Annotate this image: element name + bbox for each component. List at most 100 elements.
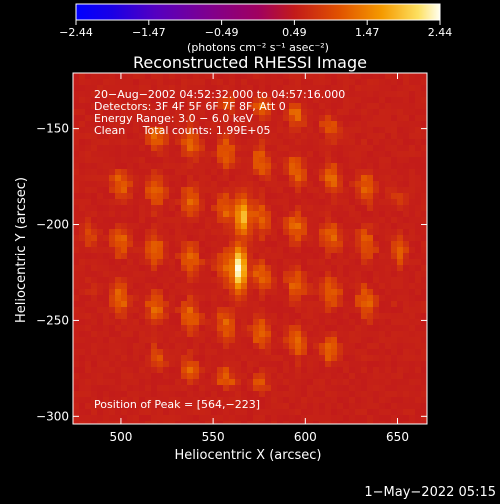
heatmap-cell — [103, 259, 109, 265]
heatmap-cell — [97, 121, 103, 127]
heatmap-cell — [409, 307, 415, 313]
heatmap-cell — [97, 79, 103, 85]
heatmap-cell — [295, 385, 301, 391]
heatmap-cell — [145, 307, 151, 313]
heatmap-cell — [109, 271, 115, 277]
heatmap-cell — [319, 331, 325, 337]
heatmap-cell — [109, 91, 115, 97]
heatmap-cell — [151, 379, 157, 385]
heatmap-cell — [391, 253, 397, 259]
heatmap-cell — [301, 337, 307, 343]
heatmap-cell — [223, 295, 229, 301]
heatmap-cell — [361, 145, 367, 151]
heatmap-cell — [385, 283, 391, 289]
heatmap-cell — [307, 373, 313, 379]
heatmap-cell — [163, 187, 169, 193]
heatmap-cell — [169, 397, 175, 403]
heatmap-cell — [397, 97, 403, 103]
heatmap-cell — [349, 115, 355, 121]
heatmap-cell — [289, 391, 295, 397]
heatmap-cell — [241, 313, 247, 319]
heatmap-cell — [421, 403, 427, 409]
heatmap-cell — [367, 247, 373, 253]
heatmap-cell — [241, 403, 247, 409]
heatmap-cell — [217, 121, 223, 127]
heatmap-cell — [385, 139, 391, 145]
heatmap-cell — [97, 271, 103, 277]
heatmap-cell — [289, 187, 295, 193]
heatmap-cell — [367, 145, 373, 151]
heatmap-cell — [301, 175, 307, 181]
heatmap-cell — [403, 235, 409, 241]
heatmap-cell — [307, 259, 313, 265]
heatmap-cell — [139, 73, 145, 79]
heatmap-cell — [97, 163, 103, 169]
heatmap-cell — [313, 313, 319, 319]
heatmap-cell — [289, 325, 295, 331]
heatmap-cell — [277, 73, 283, 79]
heatmap-cell — [235, 157, 241, 163]
heatmap-cell — [199, 265, 205, 271]
heatmap-cell — [397, 355, 403, 361]
heatmap-cell — [199, 361, 205, 367]
heatmap-cell — [301, 79, 307, 85]
heatmap-cell — [205, 85, 211, 91]
heatmap-cell — [331, 373, 337, 379]
heatmap-cell — [403, 295, 409, 301]
heatmap-cell — [361, 97, 367, 103]
heatmap-cell — [193, 241, 199, 247]
heatmap-cell — [403, 163, 409, 169]
heatmap-cell — [211, 355, 217, 361]
heatmap-cell — [331, 343, 337, 349]
heatmap-cell — [313, 277, 319, 283]
heatmap-cell — [151, 175, 157, 181]
heatmap-cell — [337, 367, 343, 373]
heatmap-cell — [109, 241, 115, 247]
heatmap-cell — [241, 79, 247, 85]
heatmap-cell — [391, 121, 397, 127]
heatmap-cell — [259, 85, 265, 91]
heatmap-cell — [271, 163, 277, 169]
heatmap-cell — [253, 289, 259, 295]
heatmap-cell — [277, 385, 283, 391]
heatmap-cell — [229, 379, 235, 385]
heatmap-cell — [247, 283, 253, 289]
heatmap-cell — [157, 91, 163, 97]
heatmap-cell — [223, 103, 229, 109]
heatmap-cell — [79, 205, 85, 211]
heatmap-cell — [409, 295, 415, 301]
heatmap-cell — [103, 241, 109, 247]
heatmap-cell — [205, 319, 211, 325]
heatmap-cell — [313, 343, 319, 349]
heatmap-cell — [73, 193, 79, 199]
heatmap-cell — [157, 361, 163, 367]
heatmap-cell — [91, 415, 97, 421]
heatmap-cell — [109, 313, 115, 319]
heatmap-cell — [307, 409, 313, 415]
heatmap-cell — [349, 223, 355, 229]
heatmap-cell — [385, 115, 391, 121]
axis-ticks: 500 550 600 650−150−200−250−300 — [36, 73, 427, 444]
heatmap-cell — [421, 211, 427, 217]
heatmap-cell — [307, 109, 313, 115]
heatmap-cell — [253, 73, 259, 79]
heatmap-cell — [361, 223, 367, 229]
heatmap-cell — [187, 133, 193, 139]
heatmap-cell — [397, 241, 403, 247]
heatmap-cell — [181, 421, 187, 424]
heatmap-cell — [259, 79, 265, 85]
heatmap-cell — [235, 97, 241, 103]
heatmap-cell — [223, 151, 229, 157]
heatmap-cell — [145, 325, 151, 331]
heatmap-cell — [307, 79, 313, 85]
heatmap-cell — [97, 247, 103, 253]
heatmap-cell — [259, 181, 265, 187]
heatmap-cell — [343, 103, 349, 109]
heatmap-cell — [217, 139, 223, 145]
heatmap-cell — [187, 73, 193, 79]
heatmap-cell — [211, 193, 217, 199]
heatmap-cell — [157, 127, 163, 133]
heatmap-cell — [169, 355, 175, 361]
heatmap-cell — [73, 253, 79, 259]
heatmap-cell — [181, 217, 187, 223]
